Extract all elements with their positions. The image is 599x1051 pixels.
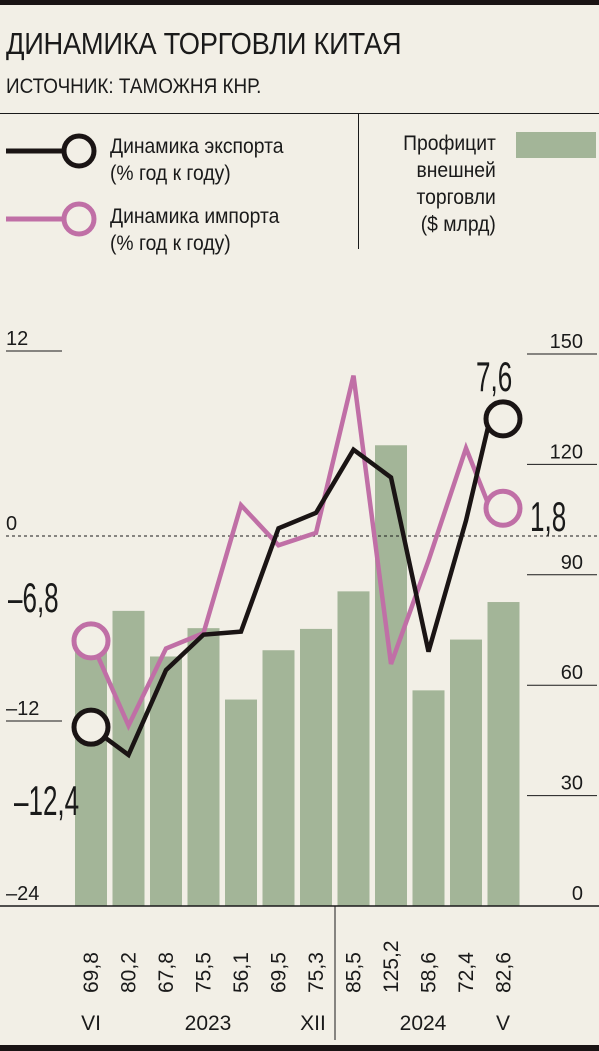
top-rule xyxy=(0,0,599,5)
bar-value-label: 75,3 xyxy=(305,952,328,993)
export-end-marker xyxy=(483,399,523,439)
export-line xyxy=(89,418,493,759)
left-tick-label: 0 xyxy=(6,513,17,535)
bar-value-label: 75,5 xyxy=(193,952,216,993)
left-tick-label: –24 xyxy=(6,883,39,905)
bar-value-label: 56,1 xyxy=(230,952,253,993)
bar-value-label: 58,6 xyxy=(418,952,441,993)
import-end-value: 1,8 xyxy=(530,494,566,541)
import-start-marker xyxy=(71,621,111,661)
x-axis-label: 2023 xyxy=(185,1012,232,1035)
bottom-rule xyxy=(0,1045,599,1051)
surplus-bar xyxy=(412,690,445,906)
surplus-legend-label: Профицит внешней торговли ($ млрд) xyxy=(403,130,496,238)
x-axis-label: V xyxy=(496,1012,510,1035)
right-tick-label: 120 xyxy=(550,441,583,463)
bar-value-label: 69,5 xyxy=(268,952,291,993)
export-legend-label: Динамика экспорта (% год к году) xyxy=(110,133,283,187)
surplus-bar xyxy=(225,699,257,906)
bar-value-label: 82,6 xyxy=(493,952,516,993)
left-tick-label: –12 xyxy=(6,698,39,720)
surplus-legend-line2: внешней xyxy=(416,159,496,182)
import-legend-marker xyxy=(61,201,97,237)
export-legend-line1: Динамика экспорта xyxy=(110,135,284,158)
surplus-bar xyxy=(75,649,107,906)
surplus-legend-line3: торговли xyxy=(416,186,496,209)
import-end-marker xyxy=(483,488,523,528)
x-axis-label: XII xyxy=(300,1012,326,1035)
surplus-bar xyxy=(375,445,407,906)
import-legend-label: Динамика импорта (% год к году) xyxy=(110,203,279,257)
export-start-value: –12,4 xyxy=(14,778,79,825)
bar-value-label: 80,2 xyxy=(118,952,141,993)
legend-markers xyxy=(6,132,596,237)
export-legend-marker xyxy=(61,133,97,169)
import-legend-line1: Динамика импорта xyxy=(110,205,280,228)
chart-title: ДИНАМИКА ТОРГОВЛИ КИТАЯ xyxy=(6,26,402,61)
surplus-bar xyxy=(300,628,332,906)
bar-value-label: 125,2 xyxy=(380,940,403,993)
surplus-legend-swatch xyxy=(516,132,596,158)
right-tick-label: 0 xyxy=(572,883,583,905)
bar-value-label: 69,8 xyxy=(80,952,103,993)
surplus-bar xyxy=(450,639,482,906)
x-axis-label: VI xyxy=(81,1012,101,1035)
bar-value-label: 67,8 xyxy=(155,952,178,993)
bar-value-label: 85,5 xyxy=(343,952,366,993)
import-line xyxy=(88,375,493,731)
import-legend-line2: (% год к году) xyxy=(110,232,231,255)
surplus-bar xyxy=(262,650,295,906)
legend-divider xyxy=(358,113,359,249)
right-tick-label: 90 xyxy=(561,552,583,574)
surplus-bar xyxy=(187,628,220,906)
left-tick-label: 12 xyxy=(6,328,28,350)
export-start-marker xyxy=(71,707,111,747)
x-axis-label: 2024 xyxy=(400,1012,447,1035)
surplus-bar xyxy=(112,610,145,906)
import-start-value: –6,8 xyxy=(8,575,59,622)
surplus-legend-line1: Профицит xyxy=(403,132,496,155)
right-tick-label: 60 xyxy=(561,662,583,684)
export-end-value: 7,6 xyxy=(476,354,512,401)
right-tick-label: 30 xyxy=(561,773,583,795)
header-divider xyxy=(0,113,599,114)
bar-value-label: 72,4 xyxy=(455,952,478,993)
surplus-legend-line4: ($ млрд) xyxy=(420,213,496,236)
export-legend-line2: (% год к году) xyxy=(110,162,231,185)
right-tick-label: 150 xyxy=(550,331,583,353)
surplus-bar xyxy=(487,602,520,906)
chart-source: ИСТОЧНИК: ТАМОЖНЯ КНР. xyxy=(6,75,262,98)
surplus-bar xyxy=(337,591,370,906)
